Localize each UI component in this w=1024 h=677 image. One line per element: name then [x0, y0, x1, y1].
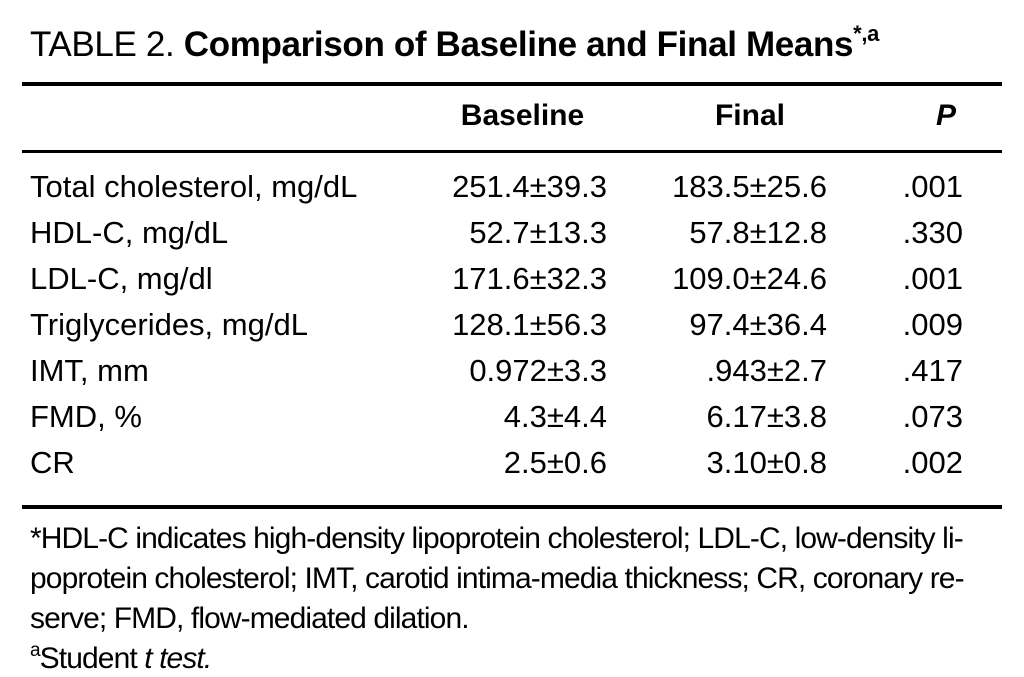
table-row: Triglycerides, mg/dL 128.1±56.3 97.4±36.…: [22, 302, 1002, 348]
final-value: 97.4±36.4: [689, 307, 827, 342]
footnote-line: poprotein cholesterol; IMT, carotid inti…: [30, 562, 965, 595]
header-row: Baseline Final P: [22, 86, 1002, 153]
row-label: FMD, %: [30, 399, 142, 434]
final-value: 109.0±24.6: [672, 261, 827, 296]
table-row: IMT, mm 0.972±3.3 .943±2.7 .417: [22, 348, 1002, 394]
p-value: .073: [902, 399, 963, 434]
footnote-star: *HDL-C indicates high-density lipoprotei…: [30, 519, 1004, 639]
p-value: .001: [902, 261, 963, 296]
baseline-value: 251.4±39.3: [452, 169, 607, 204]
p-value: .002: [902, 445, 963, 480]
table-body: Total cholesterol, mg/dL 251.4±39.3 183.…: [22, 152, 1002, 506]
table-title: TABLE 2. Comparison of Baseline and Fina…: [30, 21, 1004, 66]
footnote-a: aStudent t test.: [30, 639, 1004, 677]
table-title-text: Comparison of Baseline and Final Means: [183, 25, 854, 64]
table-title-superscript: *,a: [853, 21, 879, 47]
footnote-a-italic: t test.: [144, 642, 212, 675]
table-row: HDL-C, mg/dL 52.7±13.3 57.8±12.8 .330: [22, 210, 1002, 256]
column-header-baseline: Baseline: [450, 86, 615, 153]
final-value: 3.10±0.8: [706, 445, 827, 480]
footnote-line: serve; FMD, flow-mediated dilation.: [30, 602, 470, 635]
row-label: IMT, mm: [30, 353, 149, 388]
row-label: LDL-C, mg/dl: [30, 261, 213, 296]
final-value: 57.8±12.8: [689, 215, 827, 250]
p-value: .009: [902, 307, 963, 342]
table-block: Baseline Final P Total cholesterol, mg/d…: [22, 82, 1002, 509]
footnote-line: *HDL-C indicates high-density lipoprotei…: [30, 522, 964, 555]
p-value: .001: [902, 169, 963, 204]
final-value: .943±2.7: [706, 353, 827, 388]
top-rule: [22, 82, 1002, 86]
row-label: CR: [30, 445, 75, 480]
table-row: Total cholesterol, mg/dL 251.4±39.3 183.…: [22, 152, 1002, 211]
table-row: LDL-C, mg/dl 171.6±32.3 109.0±24.6 .001: [22, 256, 1002, 302]
baseline-value: 4.3±4.4: [503, 399, 607, 434]
baseline-value: 128.1±56.3: [452, 307, 607, 342]
table-header: Baseline Final P: [22, 86, 1002, 153]
table-number: TABLE 2.: [30, 25, 184, 64]
footnotes: *HDL-C indicates high-density lipoprotei…: [30, 519, 1004, 677]
header-spacer: [22, 86, 450, 153]
final-value: 183.5±25.6: [672, 169, 827, 204]
baseline-value: 52.7±13.3: [469, 215, 607, 250]
row-label: HDL-C, mg/dL: [30, 215, 229, 250]
row-label: Triglycerides, mg/dL: [30, 307, 308, 342]
final-value: 6.17±3.8: [706, 399, 827, 434]
p-value: .330: [902, 215, 963, 250]
table-row: FMD, % 4.3±4.4 6.17±3.8 .073: [22, 394, 1002, 440]
column-header-p: P: [835, 86, 1002, 153]
p-value: .417: [902, 353, 963, 388]
table-row: CR 2.5±0.6 3.10±0.8 .002: [22, 440, 1002, 505]
bottom-rule: [22, 505, 1002, 509]
baseline-value: 2.5±0.6: [503, 445, 607, 480]
baseline-value: 0.972±3.3: [469, 353, 607, 388]
baseline-value: 171.6±32.3: [452, 261, 607, 296]
footnote-a-superscript: a: [30, 640, 41, 661]
row-label: Total cholesterol, mg/dL: [30, 169, 358, 204]
column-header-final: Final: [615, 86, 835, 153]
comparison-table: Baseline Final P Total cholesterol, mg/d…: [22, 86, 1002, 505]
footnote-a-text: Student: [39, 642, 145, 675]
